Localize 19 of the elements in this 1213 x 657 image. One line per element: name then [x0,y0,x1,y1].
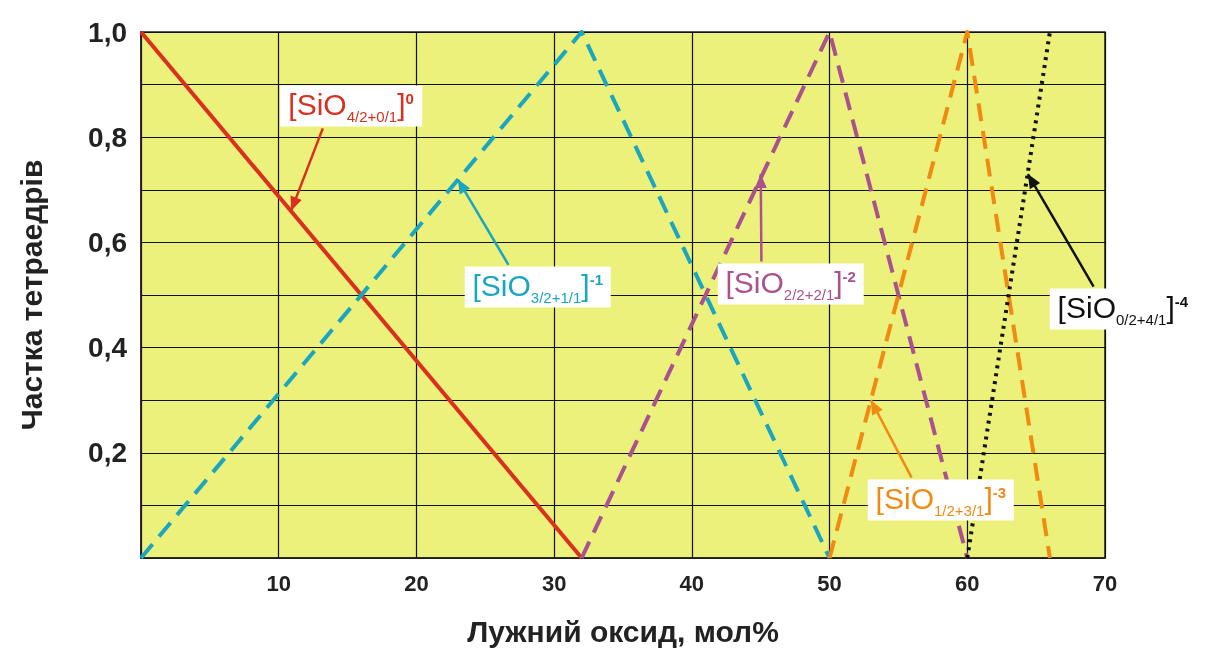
y-tick-label: 1,0 [88,16,127,48]
annotation: [SiO$_{0/2+4/1}$]$^{-4}$ [1049,288,1197,330]
y-tick-label: 0,2 [88,437,127,469]
annotation: [SiO$_{3/2+1/1}$]$^{-1}$ [464,266,611,308]
annotation: [SiO$_{2/2+2/1}$]$^{-2}$ [717,263,864,305]
annotation: [SiO$_{1/2+3/1}$]$^{-3}$ [867,479,1015,521]
y-tick-label: 0,6 [88,226,127,258]
annotation: [SiO$_{4/2+0/1}$]$^{0}$ [280,85,422,127]
x-tick-label: 70 [1092,570,1118,596]
x-tick-label: 40 [679,570,705,596]
x-axis-title: Лужний оксид, мол% [467,614,779,648]
x-tick-label: 20 [404,570,429,596]
x-tick-label: 10 [266,570,291,596]
y-tick-label: 0,8 [88,121,127,153]
y-tick-label: 0,4 [88,332,128,364]
x-tick-label: 50 [817,570,842,596]
x-tick-label: 60 [955,570,980,596]
y-axis-title: Частка тетраедрів [14,159,48,431]
x-tick-label: 30 [541,570,567,596]
